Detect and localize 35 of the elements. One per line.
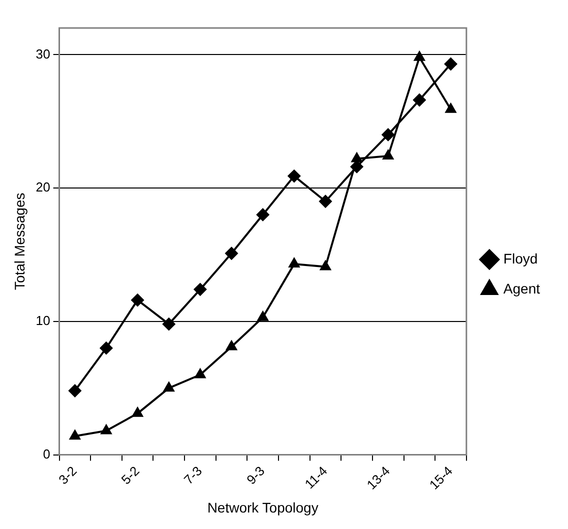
legend-label: Floyd	[503, 250, 538, 266]
point	[444, 58, 458, 71]
point	[162, 318, 176, 331]
point	[132, 406, 144, 417]
point	[226, 340, 238, 350]
x-tick-label: 9-3	[244, 463, 268, 488]
point	[320, 260, 332, 270]
point	[225, 246, 238, 260]
y-tick-label: 20	[36, 180, 50, 195]
point	[100, 424, 112, 434]
x-tick-label: 3-2	[56, 463, 80, 488]
point	[69, 430, 81, 440]
point	[288, 170, 301, 183]
point	[382, 150, 394, 160]
point	[318, 194, 332, 208]
x-tick-label: 5-2	[118, 463, 142, 488]
point	[382, 128, 395, 142]
point	[131, 294, 144, 307]
y-axis-title: Total Messages	[11, 192, 28, 290]
y-tick-label: 0	[43, 446, 50, 462]
point	[68, 384, 82, 398]
point	[350, 160, 364, 174]
point	[256, 208, 270, 222]
point	[100, 342, 113, 355]
point	[412, 94, 426, 107]
legend-label: Agent	[503, 280, 540, 296]
x-tick-label: 7-3	[180, 463, 205, 488]
point	[257, 310, 269, 321]
point	[288, 258, 300, 268]
point	[163, 382, 175, 392]
point	[194, 368, 206, 378]
point	[194, 282, 207, 296]
y-tick-label: 30	[36, 46, 50, 62]
x-axis-title: Network Topology	[207, 499, 318, 516]
y-tick-label: 10	[36, 312, 50, 328]
